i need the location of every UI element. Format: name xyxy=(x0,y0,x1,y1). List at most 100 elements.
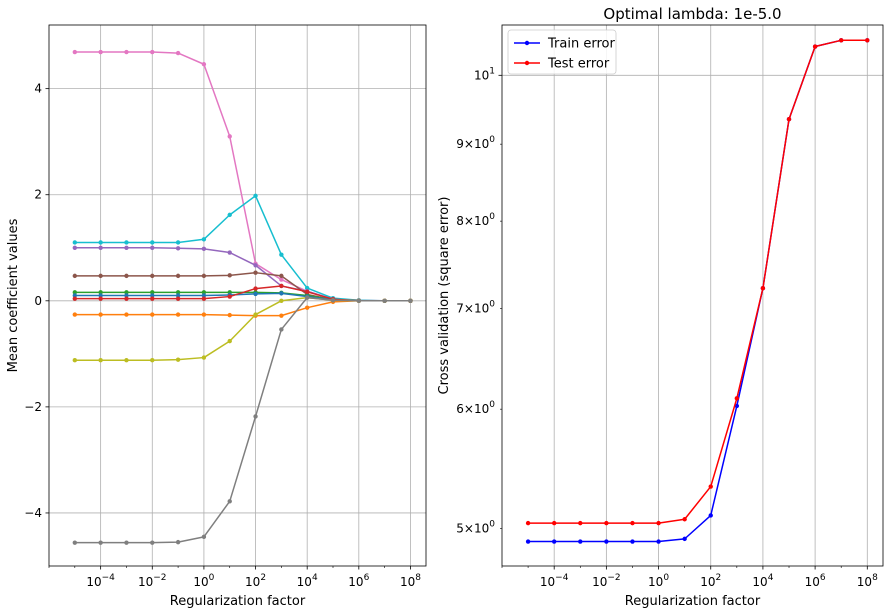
data-point xyxy=(227,338,232,344)
data-point xyxy=(253,312,258,317)
data-point xyxy=(72,290,78,295)
data-point xyxy=(150,49,155,55)
data-point xyxy=(279,327,284,332)
data-point xyxy=(124,293,129,298)
data-point xyxy=(72,245,78,250)
x-tick-label: 102 xyxy=(700,573,721,589)
data-point xyxy=(150,290,155,295)
data-point xyxy=(734,403,740,409)
y-tick-label: 2 xyxy=(34,188,42,202)
y-axis-label: Mean coefficient values xyxy=(6,218,21,372)
y-tick-label: 5×100 xyxy=(456,519,495,535)
x-tick-label: 10−2 xyxy=(592,573,621,589)
y-tick-label: 0 xyxy=(34,294,42,308)
data-point xyxy=(201,312,207,317)
data-point xyxy=(525,520,531,526)
data-point xyxy=(98,296,103,301)
data-point xyxy=(124,540,129,545)
data-point xyxy=(604,539,609,544)
data-point xyxy=(525,539,531,544)
x-tick-label: 108 xyxy=(857,573,878,589)
data-point xyxy=(124,49,129,55)
data-point xyxy=(201,237,207,242)
data-point xyxy=(279,277,284,282)
data-point xyxy=(175,357,181,362)
data-point xyxy=(578,539,583,544)
data-point xyxy=(175,240,181,245)
data-point xyxy=(72,240,78,245)
y-tick-label: 101 xyxy=(474,66,495,82)
data-point xyxy=(201,62,207,67)
series-line-0 xyxy=(528,39,868,543)
data-point xyxy=(175,293,181,298)
y-tick-label: 7×100 xyxy=(456,299,495,315)
cross-validation-chart: 10−4 10−2 100 102 104 106 108 5×100 6×100 7×100 8×… xyxy=(437,5,884,609)
x-axis-label: Regularization factor xyxy=(625,594,761,609)
data-point xyxy=(124,290,129,295)
data-point xyxy=(551,520,557,526)
data-point xyxy=(175,312,181,317)
series-line-9 xyxy=(74,296,411,544)
legend-marker xyxy=(524,60,530,66)
data-point xyxy=(227,250,232,255)
data-point xyxy=(72,358,78,363)
data-point xyxy=(98,245,103,250)
data-point xyxy=(124,296,129,301)
data-point xyxy=(98,49,103,55)
data-point xyxy=(682,536,687,542)
data-point xyxy=(279,252,284,257)
data-point xyxy=(175,273,181,279)
legend-label: Test error xyxy=(547,57,610,72)
x-tick-label: 104 xyxy=(752,573,773,589)
data-point xyxy=(227,273,232,278)
data-point xyxy=(124,240,129,245)
data-point xyxy=(175,50,181,56)
data-point xyxy=(201,293,207,298)
data-point xyxy=(304,295,310,300)
data-point xyxy=(304,285,310,291)
data-point xyxy=(201,273,207,279)
data-point xyxy=(382,298,387,304)
legend-marker xyxy=(524,40,530,46)
y-axis-label: Cross validation (square error) xyxy=(437,197,452,395)
data-point xyxy=(253,286,258,291)
axes-frame xyxy=(501,24,884,567)
data-point xyxy=(279,273,284,279)
data-point xyxy=(253,270,258,275)
data-point xyxy=(150,240,155,245)
data-point xyxy=(124,312,129,317)
legend-label: Train error xyxy=(547,37,615,52)
data-point xyxy=(838,38,844,43)
data-point xyxy=(708,484,713,489)
data-point xyxy=(72,540,78,545)
data-point xyxy=(201,290,207,295)
x-tick-label: 108 xyxy=(400,573,421,589)
y-tick-label: 9×100 xyxy=(456,135,495,151)
coefficients-chart: 10−4 10−2 100 102 104 106 108 −4 −2 0 2 4 Regulariza… xyxy=(6,24,427,609)
data-point xyxy=(98,273,103,279)
data-point xyxy=(682,517,687,522)
data-point xyxy=(708,513,713,518)
series-line-8 xyxy=(74,296,411,361)
data-point xyxy=(604,520,609,526)
x-axis-label: Regularization factor xyxy=(170,594,306,609)
data-point xyxy=(253,414,258,419)
chart-title: Optimal lambda: 1e-5.0 xyxy=(603,5,781,23)
data-point xyxy=(279,298,284,304)
data-point xyxy=(656,520,661,526)
x-tick-label: 100 xyxy=(648,573,669,589)
data-point xyxy=(98,540,103,545)
data-point xyxy=(551,539,557,544)
data-point xyxy=(98,240,103,245)
data-point xyxy=(630,520,635,526)
data-point xyxy=(279,283,284,289)
y-tick-label: −2 xyxy=(24,400,42,414)
data-point xyxy=(98,358,103,363)
data-point xyxy=(124,273,129,279)
grid xyxy=(502,25,883,566)
data-point xyxy=(150,358,155,363)
series-group xyxy=(525,38,870,544)
data-point xyxy=(227,134,232,139)
x-tick-label: 100 xyxy=(193,573,214,589)
data-point xyxy=(227,499,232,504)
